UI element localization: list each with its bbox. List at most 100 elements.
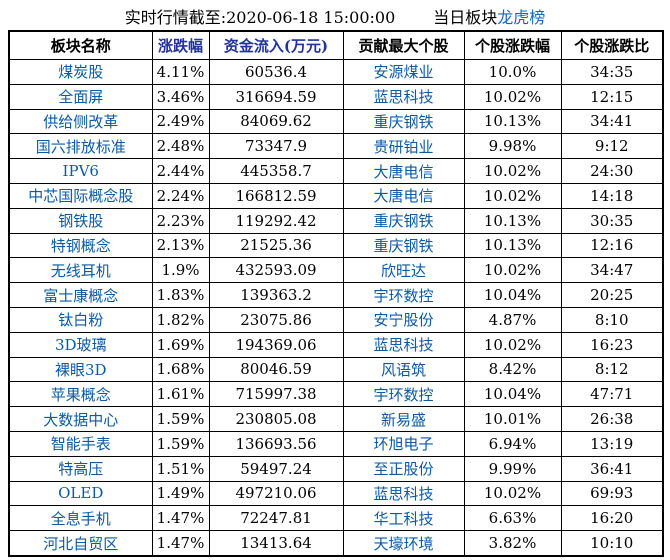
sector-name-cell[interactable]: 特高压 — [8, 455, 153, 482]
stock-change-pct-cell: 10.02% — [463, 480, 562, 507]
top-stock-cell[interactable]: 欣旺达 — [342, 257, 465, 284]
table-row: IPV6 2.44% 445358.7 大唐电信 10.02% 24:30 — [8, 158, 664, 184]
rise-fall-ratio-cell: 26:38 — [560, 406, 664, 432]
sector-name-cell[interactable]: 煤炭股 — [8, 59, 153, 85]
sector-name-cell[interactable]: 无线耳机 — [8, 257, 153, 284]
top-stock-cell[interactable]: 蓝思科技 — [342, 83, 465, 110]
sector-name-cell[interactable]: 裸眼3D — [8, 356, 153, 383]
stock-change-pct-cell: 10.01% — [463, 406, 562, 432]
sector-name-cell[interactable]: 河北自贸区 — [8, 530, 153, 557]
stock-change-pct-cell: 3.82% — [463, 530, 562, 557]
top-stock-cell[interactable]: 宇环数控 — [342, 282, 465, 308]
dragon-tiger-board-link[interactable]: 龙虎榜 — [497, 8, 546, 27]
top-stock-cell[interactable]: 重庆钢铁 — [342, 232, 465, 259]
rise-fall-ratio-cell: 36:41 — [560, 455, 664, 482]
table-row: 大数据中心 1.59% 230805.08 新易盛 10.01% 26:38 — [8, 406, 664, 432]
change-pct-cell: 1.59% — [151, 430, 210, 457]
change-pct-cell: 1.49% — [151, 480, 210, 507]
inflow-cell: 445358.7 — [208, 158, 344, 184]
sector-name-cell[interactable]: 智能手表 — [8, 430, 153, 457]
table-row: 无线耳机 1.9% 432593.09 欣旺达 10.02% 34:47 — [8, 257, 664, 284]
stock-change-pct-cell: 10.13% — [463, 207, 562, 234]
top-stock-cell[interactable]: 华工科技 — [342, 505, 465, 532]
rise-fall-ratio-cell: 12:15 — [560, 83, 664, 110]
sector-ranking-table: 板块名称 涨跌幅 资金流入(万元) 贡献最大个股 个股涨跌幅 个股涨跌比 煤炭股 4.11%… — [8, 30, 664, 557]
inflow-cell: 715997.38 — [208, 381, 344, 408]
inflow-cell: 84069.62 — [208, 108, 344, 135]
sector-name-cell[interactable]: 大数据中心 — [8, 406, 153, 432]
sector-name-cell[interactable]: 全面屏 — [8, 83, 153, 110]
change-pct-cell: 1.47% — [151, 530, 210, 557]
top-stock-cell[interactable]: 安源煤业 — [342, 59, 465, 85]
inflow-cell: 59497.24 — [208, 455, 344, 482]
sector-name-cell[interactable]: 全息手机 — [8, 505, 153, 532]
top-stock-cell[interactable]: 安宁股份 — [342, 306, 465, 333]
change-pct-cell: 4.11% — [151, 59, 210, 85]
top-stock-cell[interactable]: 大唐电信 — [342, 158, 465, 184]
inflow-cell: 166812.59 — [208, 182, 344, 209]
top-stock-cell[interactable]: 风语筑 — [342, 356, 465, 383]
stock-change-pct-cell: 10.04% — [463, 282, 562, 308]
column-header-2: 资金流入(万元) — [208, 30, 344, 60]
sector-name-cell[interactable]: 供给侧改革 — [8, 108, 153, 135]
change-pct-cell: 1.9% — [151, 257, 210, 284]
table-row: 钛白粉 1.82% 23075.86 安宁股份 4.87% 8:10 — [8, 306, 664, 333]
inflow-cell: 13413.64 — [208, 530, 344, 557]
sector-name-cell[interactable]: 苹果概念 — [8, 381, 153, 408]
sector-name-cell[interactable]: 富士康概念 — [8, 282, 153, 308]
title-board-group: 当日板块龙虎榜 — [433, 8, 545, 27]
change-pct-cell: 1.82% — [151, 306, 210, 333]
inflow-cell: 194369.06 — [208, 331, 344, 358]
inflow-cell: 80046.59 — [208, 356, 344, 383]
change-pct-cell: 1.68% — [151, 356, 210, 383]
inflow-cell: 119292.42 — [208, 207, 344, 234]
sector-name-cell[interactable]: IPV6 — [8, 158, 153, 184]
change-pct-cell: 1.51% — [151, 455, 210, 482]
rise-fall-ratio-cell: 13:19 — [560, 430, 664, 457]
stock-change-pct-cell: 9.99% — [463, 455, 562, 482]
table-row: 苹果概念 1.61% 715997.38 宇环数控 10.04% 47:71 — [8, 381, 664, 408]
top-stock-cell[interactable]: 大唐电信 — [342, 182, 465, 209]
table-row: 煤炭股 4.11% 60536.4 安源煤业 10.0% 34:35 — [8, 59, 664, 85]
table-row: OLED 1.49% 497210.06 蓝思科技 10.02% 69:93 — [8, 480, 664, 507]
inflow-cell: 21525.36 — [208, 232, 344, 259]
top-stock-cell[interactable]: 环旭电子 — [342, 430, 465, 457]
stock-change-pct-cell: 10.13% — [463, 232, 562, 259]
top-stock-cell[interactable]: 蓝思科技 — [342, 480, 465, 507]
top-stock-cell[interactable]: 重庆钢铁 — [342, 207, 465, 234]
rise-fall-ratio-cell: 10:10 — [560, 530, 664, 557]
table-row: 钢铁股 2.23% 119292.42 重庆钢铁 10.13% 30:35 — [8, 207, 664, 234]
top-stock-cell[interactable]: 宇环数控 — [342, 381, 465, 408]
sector-name-cell[interactable]: 中芯国际概念股 — [8, 182, 153, 209]
table-row: 河北自贸区 1.47% 13413.64 天壕环境 3.82% 10:10 — [8, 530, 664, 557]
change-pct-cell: 1.47% — [151, 505, 210, 532]
sector-name-cell[interactable]: 钢铁股 — [8, 207, 153, 234]
inflow-cell: 432593.09 — [208, 257, 344, 284]
change-pct-cell: 1.83% — [151, 282, 210, 308]
rise-fall-ratio-cell: 30:35 — [560, 207, 664, 234]
rise-fall-ratio-cell: 34:35 — [560, 59, 664, 85]
stock-change-pct-cell: 4.87% — [463, 306, 562, 333]
sector-name-cell[interactable]: 特钢概念 — [8, 232, 153, 259]
change-pct-cell: 1.69% — [151, 331, 210, 358]
stock-change-pct-cell: 6.63% — [463, 505, 562, 532]
sector-name-cell[interactable]: 国六排放标准 — [8, 133, 153, 160]
change-pct-cell: 2.23% — [151, 207, 210, 234]
top-stock-cell[interactable]: 蓝思科技 — [342, 331, 465, 358]
inflow-cell: 316694.59 — [208, 83, 344, 110]
sector-name-cell[interactable]: 3D玻璃 — [8, 331, 153, 358]
rise-fall-ratio-cell: 34:47 — [560, 257, 664, 284]
table-row: 国六排放标准 2.48% 73347.9 贵研铂业 9.98% 9:12 — [8, 133, 664, 160]
top-stock-cell[interactable]: 贵研铂业 — [342, 133, 465, 160]
stock-change-pct-cell: 9.98% — [463, 133, 562, 160]
top-stock-cell[interactable]: 重庆钢铁 — [342, 108, 465, 135]
inflow-cell: 230805.08 — [208, 406, 344, 432]
table-row: 特高压 1.51% 59497.24 至正股份 9.99% 36:41 — [8, 455, 664, 482]
top-stock-cell[interactable]: 至正股份 — [342, 455, 465, 482]
top-stock-cell[interactable]: 新易盛 — [342, 406, 465, 432]
sector-name-cell[interactable]: OLED — [8, 480, 153, 507]
top-stock-cell[interactable]: 天壕环境 — [342, 530, 465, 557]
stock-change-pct-cell: 10.02% — [463, 182, 562, 209]
rise-fall-ratio-cell: 16:20 — [560, 505, 664, 532]
sector-name-cell[interactable]: 钛白粉 — [8, 306, 153, 333]
